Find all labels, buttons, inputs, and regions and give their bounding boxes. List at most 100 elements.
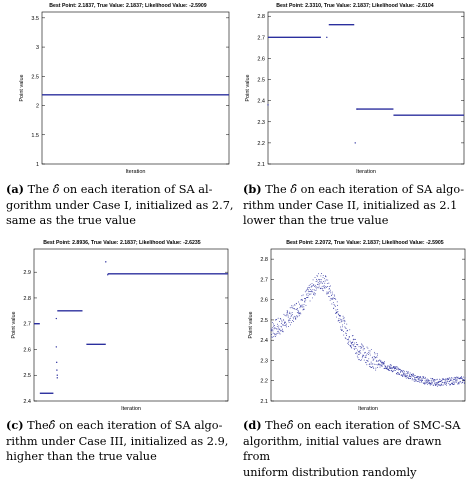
data-point	[305, 299, 307, 301]
data-point	[424, 377, 426, 379]
data-point	[299, 303, 300, 305]
data-point	[358, 359, 360, 361]
data-point	[295, 317, 297, 319]
data-point	[344, 332, 346, 334]
data-point	[375, 367, 377, 369]
data-point	[436, 385, 438, 387]
data-point	[312, 279, 314, 281]
data-point	[378, 363, 380, 365]
data-point	[376, 356, 378, 358]
data-point	[286, 323, 287, 325]
data-point	[396, 369, 398, 370]
data-point	[332, 293, 333, 295]
data-point	[376, 354, 378, 356]
data-point	[300, 313, 302, 315]
data-point	[267, 104, 269, 106]
data-point	[316, 278, 317, 280]
data-point	[387, 364, 389, 366]
data-point	[362, 354, 364, 356]
data-point	[295, 318, 297, 320]
data-point	[371, 357, 373, 359]
data-point	[411, 374, 413, 375]
data-point	[346, 335, 347, 336]
data-point	[308, 284, 310, 286]
data-point	[373, 359, 374, 361]
data-point	[408, 375, 410, 377]
data-point	[436, 383, 437, 385]
data-point	[442, 384, 444, 386]
data-point	[380, 360, 382, 362]
data-point	[459, 380, 461, 382]
data-point	[408, 378, 410, 379]
data-point	[438, 380, 440, 382]
data-point	[393, 368, 395, 370]
data-point	[289, 307, 291, 309]
data-point	[396, 366, 398, 368]
data-point	[272, 323, 274, 325]
data-point	[342, 320, 344, 322]
data-point	[305, 297, 306, 299]
data-point	[440, 385, 442, 387]
data-point	[290, 315, 292, 317]
caption-c: (c) Theδ̂ on each iteration of SA algo- …	[6, 418, 234, 465]
data-point	[307, 288, 309, 290]
data-point	[56, 369, 58, 371]
data-point	[379, 359, 381, 361]
data-point	[381, 363, 383, 365]
data-point	[277, 323, 278, 325]
data-point	[321, 273, 322, 274]
data-point	[412, 378, 414, 380]
plot-frame	[33, 248, 229, 402]
data-point	[374, 363, 376, 365]
caption-d: (d) Theδ̂ on each iteration of SMC-SA al…	[243, 418, 471, 480]
data-point	[356, 343, 358, 345]
data-point	[369, 354, 371, 356]
data-point	[337, 311, 339, 312]
data-point	[277, 332, 279, 334]
data-point	[402, 375, 404, 377]
data-point	[445, 383, 447, 385]
data-point	[305, 294, 307, 296]
data-point	[107, 274, 109, 276]
data-point	[333, 303, 335, 305]
data-point	[463, 376, 464, 378]
delta-hat-symbol: δ̂	[290, 183, 298, 196]
data-point	[447, 380, 448, 382]
data-point	[444, 381, 446, 383]
data-point	[282, 324, 284, 326]
data-point	[448, 379, 450, 380]
data-point	[434, 383, 436, 385]
data-point	[371, 356, 373, 358]
data-point	[281, 326, 283, 328]
chart-d: Best Point: 2.2072, True Value: 2.1837; …	[248, 240, 466, 412]
data-point	[425, 383, 427, 385]
data-point	[423, 382, 425, 384]
data-point	[368, 353, 369, 355]
data-point	[370, 361, 372, 363]
data-point	[365, 361, 366, 363]
y-tick-label: 2.4	[260, 338, 268, 344]
data-point	[445, 379, 447, 381]
data-point	[430, 382, 432, 384]
data-point	[350, 346, 352, 348]
data-point	[345, 328, 347, 329]
data-point	[270, 329, 272, 331]
data-point	[329, 296, 331, 298]
data-point	[400, 371, 402, 373]
data-point	[352, 345, 354, 347]
data-point	[410, 375, 412, 377]
data-point	[461, 382, 463, 384]
data-point	[311, 285, 313, 287]
data-point	[342, 315, 344, 317]
data-point	[343, 331, 344, 333]
data-point	[359, 359, 360, 361]
caption-label: (a)	[6, 182, 25, 196]
data-point	[429, 382, 431, 384]
data-point	[361, 343, 363, 345]
y-tick-label: 3.5	[31, 16, 39, 22]
data-point	[324, 282, 326, 284]
data-point	[368, 358, 370, 360]
data-point	[340, 320, 342, 322]
data-point	[401, 369, 403, 371]
data-point	[285, 315, 287, 317]
